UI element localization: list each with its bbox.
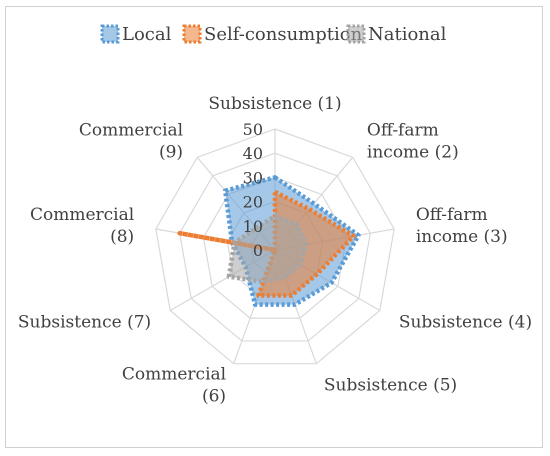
grid-ring	[202, 176, 348, 319]
legend-swatch	[346, 24, 366, 44]
legend: Local Self-consumption National	[100, 24, 447, 45]
category-label: Off-farm income (3)	[416, 205, 508, 247]
category-label: Subsistence (4)	[399, 313, 532, 333]
category-label: Commercial (8)	[30, 205, 134, 247]
category-label: Subsistence (5)	[324, 375, 457, 395]
category-label: Subsistence (1)	[208, 94, 341, 114]
series-layer	[177, 175, 361, 307]
category-label: Commercial (6)	[122, 364, 226, 406]
category-label: Off-farm income (2)	[367, 120, 459, 162]
tick-label: 10	[243, 217, 263, 236]
series-area-self-consumption	[177, 189, 356, 298]
tick-label: 20	[243, 193, 263, 212]
grid-ring	[155, 128, 395, 365]
category-labels: Subsistence (1) Off-farm income (2) Off-far…	[18, 94, 532, 406]
tick-labels: 0 10 20 30 40 50	[243, 120, 263, 260]
legend-label: Local	[122, 24, 172, 45]
series-area-national	[226, 213, 309, 285]
category-label: Subsistence (7)	[18, 313, 151, 333]
tick-label: 30	[243, 168, 263, 187]
legend-swatch	[182, 24, 202, 44]
tick-label: 50	[243, 120, 263, 139]
legend-label: Self-consumption	[204, 24, 363, 45]
tick-label: 0	[253, 241, 263, 260]
legend-swatch	[100, 24, 120, 44]
tick-label: 40	[243, 144, 263, 163]
grid-ring	[179, 152, 371, 342]
category-label: Commercial (9)	[79, 120, 183, 162]
legend-label: National	[368, 24, 447, 45]
